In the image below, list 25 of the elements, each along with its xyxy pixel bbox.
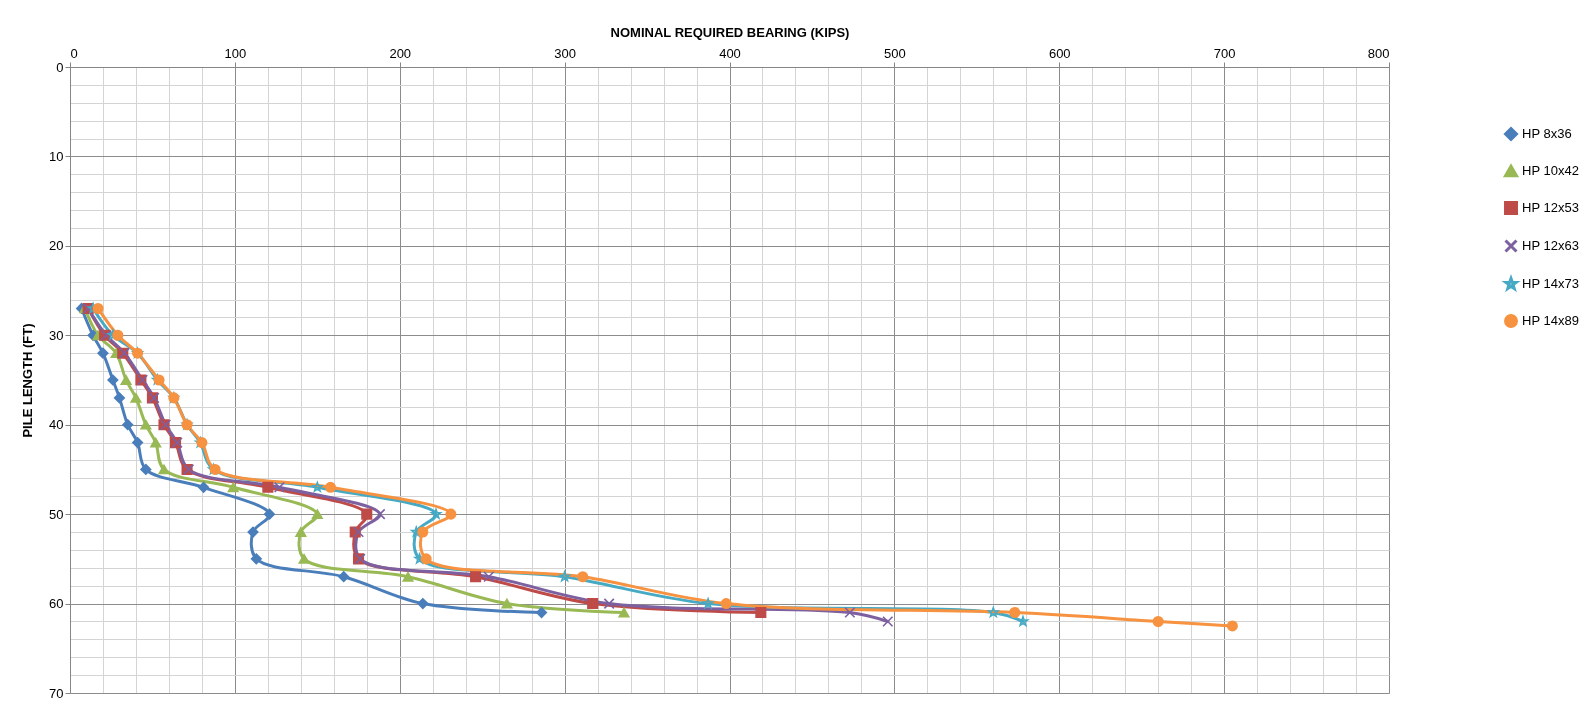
x-tick-label: 700 xyxy=(1213,45,1236,61)
legend-label: HP 12x53 xyxy=(1522,200,1579,215)
x-tick-label: 600 xyxy=(1048,45,1071,61)
x-tick-label: 300 xyxy=(554,45,576,61)
x-tick-label: 800 xyxy=(1367,45,1390,61)
y-tick-label: 50 xyxy=(49,506,64,522)
x-tick-label: 500 xyxy=(884,45,906,61)
legend-label: HP 14x89 xyxy=(1522,313,1579,328)
y-tick-label: 40 xyxy=(49,417,64,433)
legend-label: HP 8x36 xyxy=(1522,126,1572,141)
x-axis-title: NOMINAL REQUIRED BEARING (KIPS) xyxy=(610,24,850,40)
legend-label: HP 12x63 xyxy=(1522,238,1579,253)
legend-label: HP 10x42 xyxy=(1522,163,1579,178)
y-tick-label: 10 xyxy=(49,148,64,164)
legend-label: HP 14x73 xyxy=(1522,276,1579,291)
y-tick-label: 30 xyxy=(49,327,64,343)
x-tick-label: 100 xyxy=(224,45,247,61)
y-tick-label: 70 xyxy=(49,685,64,701)
x-tick-label: 200 xyxy=(389,45,412,61)
y-axis-title: PILE LENGTH (FT) xyxy=(20,323,36,438)
y-tick-label: 20 xyxy=(49,238,64,254)
x-tick-label: 400 xyxy=(719,45,741,61)
x-tick-label: 0 xyxy=(70,45,78,61)
y-tick-label: 60 xyxy=(49,596,64,612)
y-tick-label: 0 xyxy=(56,59,64,75)
